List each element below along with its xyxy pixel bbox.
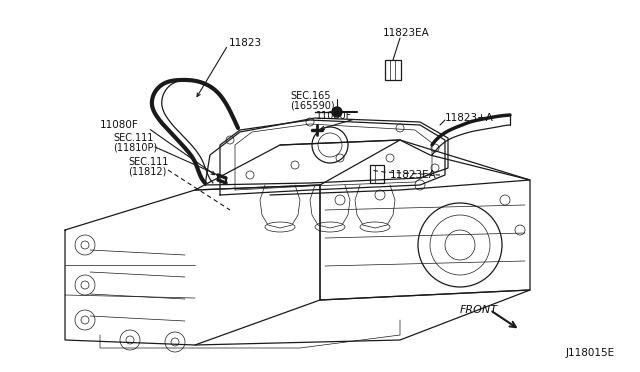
Text: (11812): (11812) — [128, 167, 166, 177]
Text: J118015E: J118015E — [566, 348, 615, 358]
Text: FRONT: FRONT — [460, 305, 498, 315]
Text: 11823: 11823 — [229, 38, 262, 48]
Text: 11080F: 11080F — [316, 111, 352, 121]
Text: (11810P): (11810P) — [113, 143, 157, 153]
Text: SEC.111: SEC.111 — [113, 133, 154, 143]
Circle shape — [332, 107, 342, 117]
Text: 11823EA: 11823EA — [383, 28, 429, 38]
Text: 11823+A: 11823+A — [445, 113, 494, 123]
Text: (165590): (165590) — [290, 101, 335, 111]
Text: SEC.165: SEC.165 — [290, 91, 330, 101]
Text: 11080F: 11080F — [100, 120, 139, 130]
Text: 11823EA: 11823EA — [390, 170, 436, 180]
Text: SEC.111: SEC.111 — [128, 157, 168, 167]
